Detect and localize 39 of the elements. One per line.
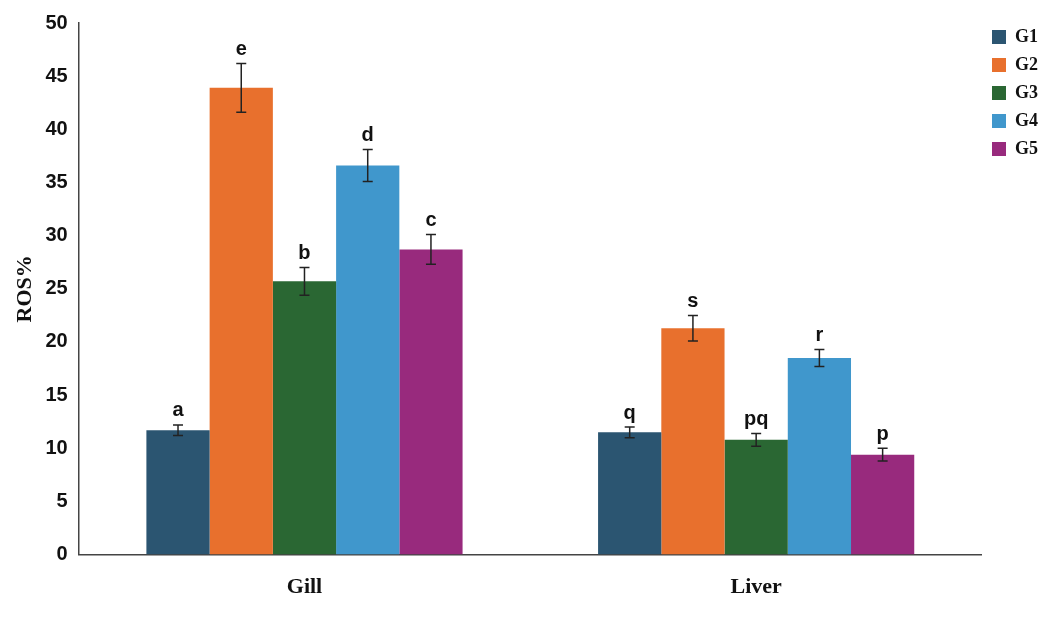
y-tick-label: 30: [45, 223, 68, 246]
bar: [272, 281, 337, 555]
bar: [724, 439, 788, 555]
bar: [851, 454, 915, 555]
y-tick-label: 50: [45, 10, 68, 33]
data-label: r: [815, 322, 824, 345]
data-label: p: [876, 421, 889, 444]
legend-label: G1: [1015, 25, 1039, 46]
y-tick-label: 15: [45, 382, 68, 405]
data-label: e: [235, 36, 247, 59]
legend-label: G4: [1015, 109, 1039, 130]
data-label: b: [298, 241, 311, 264]
y-tick-label: 40: [45, 116, 68, 139]
data-label: s: [687, 288, 699, 311]
y-tick-label: 0: [56, 542, 68, 565]
bar: [336, 165, 400, 555]
legend-label: G3: [1015, 81, 1039, 102]
bar: [787, 357, 852, 555]
bar: [399, 249, 463, 555]
y-tick-label: 25: [45, 276, 68, 299]
data-label: c: [425, 208, 437, 231]
bar: [598, 432, 662, 555]
legend-label: G5: [1015, 137, 1039, 158]
data-label: a: [172, 398, 185, 421]
bar: [209, 87, 273, 555]
data-label: pq: [743, 406, 769, 429]
y-axis-title: ROS%: [10, 255, 36, 323]
x-tick-label: Liver: [730, 573, 783, 599]
y-tick-label: 10: [45, 435, 68, 458]
data-label: q: [623, 400, 636, 423]
y-tick-label: 20: [45, 329, 68, 352]
legend-label: G2: [1015, 53, 1039, 74]
x-tick-label: Gill: [286, 573, 323, 599]
y-tick-label: 35: [45, 170, 68, 192]
bar: [661, 328, 725, 555]
y-tick-label: 5: [56, 488, 68, 511]
bar: [146, 430, 210, 555]
y-tick-label: 45: [45, 63, 68, 86]
data-label: d: [361, 123, 374, 146]
